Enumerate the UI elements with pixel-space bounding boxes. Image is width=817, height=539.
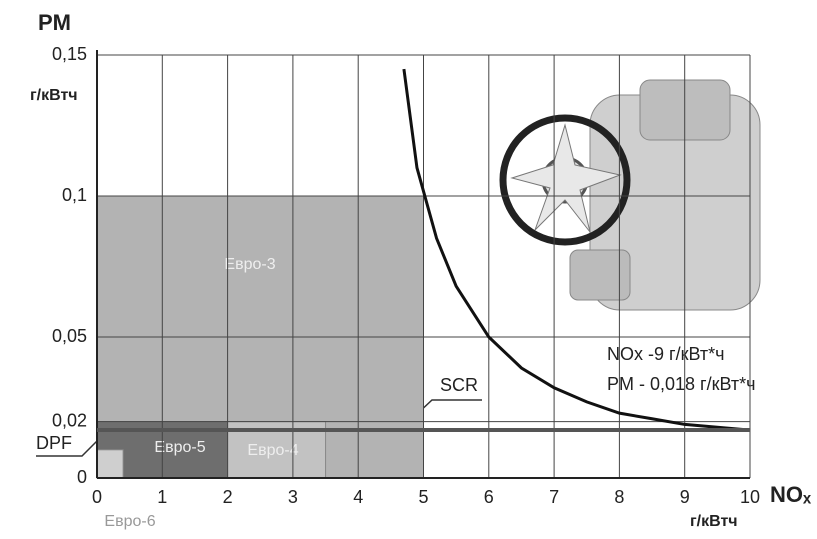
x-tick-label: 7	[549, 487, 559, 507]
annotation: PM - 0,018 г/кВт*ч	[607, 374, 756, 394]
y-tick-label: 0,02	[52, 410, 87, 430]
y-tick-label: 0,05	[52, 326, 87, 346]
y-tick-label: 0,15	[52, 44, 87, 64]
x-unit: г/кВтч	[690, 513, 738, 530]
x-tick-label: 4	[353, 487, 363, 507]
engine-image	[499, 79, 761, 311]
x-tick-label: 6	[484, 487, 494, 507]
y-label: PM	[38, 10, 71, 35]
annotation: DPF	[36, 433, 72, 453]
x-label: NOₓ	[770, 482, 812, 507]
x-tick-label: 5	[418, 487, 428, 507]
x-tick-label: 8	[614, 487, 624, 507]
curve	[402, 68, 751, 432]
x-tick-label: 9	[680, 487, 690, 507]
region-label: Евро-5	[154, 439, 205, 456]
annotation: SCR	[440, 375, 478, 395]
region-label: Евро-3	[224, 256, 275, 273]
region-label: Евро-6	[104, 513, 155, 530]
x-tick-label: 3	[288, 487, 298, 507]
region-label: Евро-4	[247, 442, 298, 459]
region	[96, 449, 124, 479]
annotation: NOx -9 г/кВт*ч	[607, 344, 724, 364]
x-tick-label: 0	[92, 487, 102, 507]
x-tick-label: 10	[740, 487, 760, 507]
y-tick-label: 0	[77, 467, 87, 487]
x-tick-label: 1	[157, 487, 167, 507]
y-tick-label: 0,1	[62, 185, 87, 205]
x-tick-label: 2	[223, 487, 233, 507]
y-unit: г/кВтч	[30, 87, 78, 104]
